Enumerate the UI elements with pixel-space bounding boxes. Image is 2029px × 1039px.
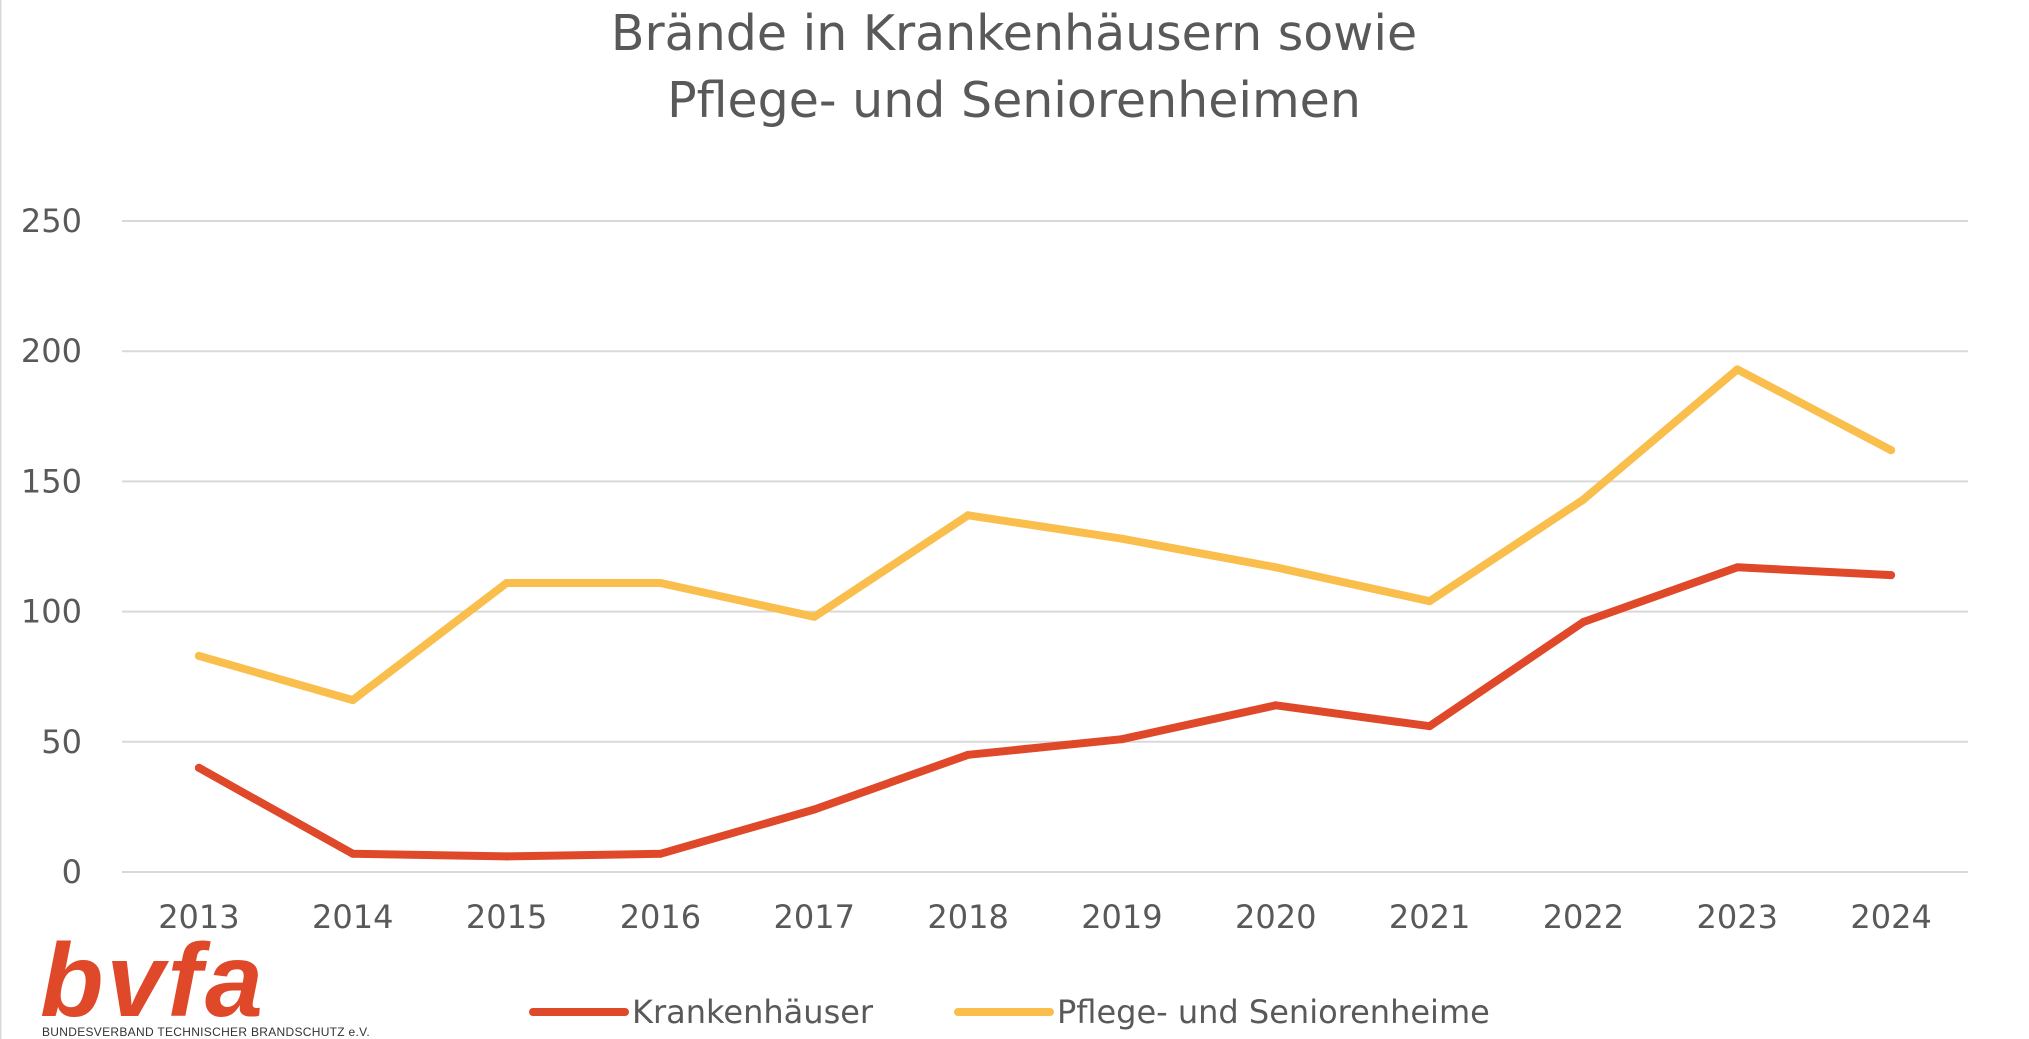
data-point-1-2015	[502, 578, 511, 587]
data-point-0-2022	[1579, 618, 1588, 627]
logo-tagline: BUNDESVERBAND TECHNISCHER BRANDSCHUTZ e.…	[42, 1025, 370, 1039]
data-point-0-2018	[964, 750, 973, 759]
gridlines	[122, 220, 1968, 873]
series-lines	[194, 365, 1896, 861]
data-point-0-2017	[810, 805, 819, 814]
y-tick-label-250: 250	[21, 202, 82, 240]
x-tick-label-2016: 2016	[620, 898, 701, 936]
data-point-1-2017	[810, 612, 819, 621]
data-point-1-2020	[1271, 563, 1280, 572]
y-tick-label-0: 0	[62, 853, 82, 891]
data-point-0-2013	[194, 763, 203, 772]
data-point-0-2016	[656, 849, 665, 858]
x-tick-label-2022: 2022	[1543, 898, 1624, 936]
data-point-1-2023	[1733, 365, 1742, 374]
y-tick-label-50: 50	[41, 723, 82, 761]
x-tick-label-2023: 2023	[1697, 898, 1778, 936]
data-point-0-2020	[1271, 701, 1280, 710]
y-axis-tick-labels: 0 50 100 150 200 250	[21, 202, 82, 891]
series-line-1	[194, 365, 1896, 705]
data-point-0-2021	[1425, 722, 1434, 731]
legend-label-krankenhaeuser: Krankenhäuser	[632, 993, 874, 1031]
logo-wordmark: bvfa	[40, 923, 266, 1039]
left-border	[0, 0, 2, 1039]
bvfa-logo: bvfa BUNDESVERBAND TECHNISCHER BRANDSCHU…	[40, 923, 370, 1039]
x-tick-label-2020: 2020	[1235, 898, 1316, 936]
legend: Krankenhäuser Pflege- und Seniorenheime	[529, 993, 1490, 1031]
y-tick-label-200: 200	[21, 332, 82, 370]
data-point-1-2024	[1887, 446, 1896, 455]
data-point-1-2014	[348, 696, 357, 705]
x-tick-label-2024: 2024	[1850, 898, 1931, 936]
data-point-1-2019	[1117, 534, 1126, 543]
legend-label-pflegeheime: Pflege- und Seniorenheime	[1057, 993, 1490, 1031]
data-point-1-2021	[1425, 597, 1434, 606]
chart-title-line-1: Brände in Krankenhäusern sowie	[611, 5, 1417, 62]
x-tick-label-2014: 2014	[312, 898, 393, 936]
data-point-1-2013	[194, 651, 203, 660]
data-point-1-2022	[1579, 495, 1588, 504]
x-tick-label-2013: 2013	[158, 898, 239, 936]
x-tick-label-2019: 2019	[1081, 898, 1162, 936]
y-tick-label-100: 100	[21, 593, 82, 631]
y-tick-label-150: 150	[21, 462, 82, 500]
chart-title-line-2: Pflege- und Seniorenheimen	[667, 72, 1361, 129]
x-tick-label-2015: 2015	[466, 898, 547, 936]
data-point-0-2024	[1887, 571, 1896, 580]
data-point-0-2014	[348, 849, 357, 858]
data-point-1-2016	[656, 578, 665, 587]
x-tick-label-2021: 2021	[1389, 898, 1470, 936]
data-point-1-2018	[964, 511, 973, 520]
series-line-0	[194, 563, 1896, 861]
data-point-0-2019	[1117, 735, 1126, 744]
data-point-0-2015	[502, 852, 511, 861]
x-axis-tick-labels: 2013 2014 2015 2016 2017 2018 2019 2020 2021 2022…	[158, 898, 1932, 936]
x-tick-label-2018: 2018	[927, 898, 1008, 936]
x-tick-label-2017: 2017	[774, 898, 855, 936]
data-point-0-2023	[1733, 563, 1742, 572]
